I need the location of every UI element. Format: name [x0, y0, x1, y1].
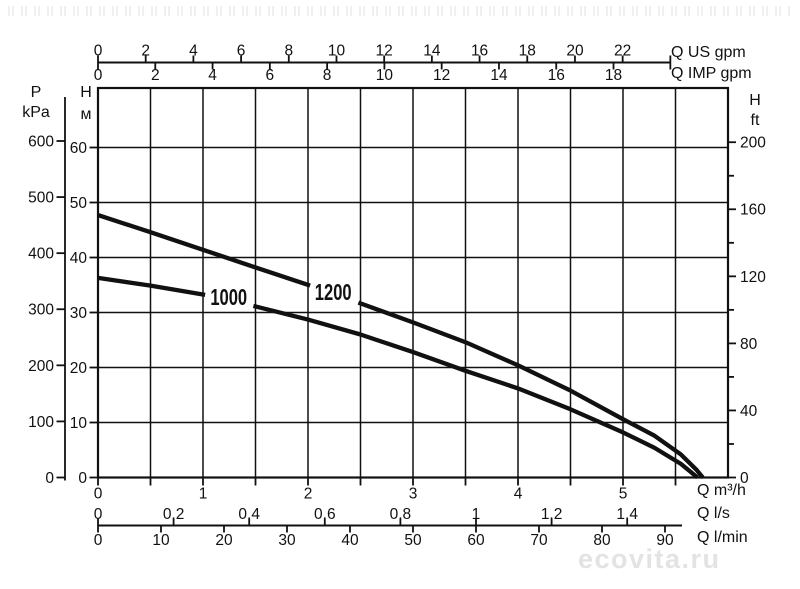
tick-label-kpa: 100	[28, 414, 54, 431]
tick-label-ls: 0,6	[314, 506, 336, 523]
flow-axis-title-ls: Q l/s	[697, 505, 730, 522]
tick-label-us-gpm: 12	[376, 42, 393, 59]
tick-label-ls: 0	[94, 506, 103, 523]
axis-left-kpa: 0 100 200 300 400 500 600	[28, 97, 66, 487]
axis-right-ft: 0 40 80 120 160 200	[728, 135, 766, 487]
tick-label-m: 20	[70, 360, 88, 377]
tick-label-m3h: 0	[94, 485, 103, 502]
tick-label-imp-gpm: 18	[605, 67, 622, 84]
pressure-axis-unit-kpa: kPa	[22, 104, 50, 121]
tick-label-imp-gpm: 16	[548, 67, 565, 84]
tick-label-ls: 0,2	[163, 506, 185, 523]
tick-label-lmin: 90	[656, 532, 674, 549]
tick-label-m: 40	[70, 250, 88, 267]
flow-axis-title-lmin: Q l/min	[697, 529, 748, 546]
tick-label-m: 10	[70, 415, 88, 432]
tick-label-ft: 200	[740, 135, 766, 152]
tick-label-ft: 80	[740, 336, 758, 353]
tick-label-m3h: 1	[199, 485, 208, 502]
tick-label-ls: 1	[472, 506, 481, 523]
tick-label-lmin: 0	[94, 532, 103, 549]
tick-label-ls: 1,4	[616, 506, 638, 523]
curve-path-1000	[252, 303, 699, 480]
tick-label-imp-gpm: 2	[151, 67, 160, 84]
grid	[98, 88, 728, 478]
tick-label-us-gpm: 6	[237, 42, 246, 59]
flow-axis-title-us-gpm: Q US gpm	[671, 44, 746, 61]
tick-label-lmin: 70	[530, 532, 548, 549]
head-axis-unit-feet: ft	[750, 112, 760, 129]
tick-label-imp-gpm: 0	[94, 67, 103, 84]
tick-label-ft: 120	[740, 269, 766, 286]
curve-path-1200	[357, 300, 705, 479]
tick-label-kpa: 200	[28, 358, 54, 375]
tick-label-us-gpm: 4	[189, 42, 198, 59]
axis-bottom-m3h: 0 1 2 3 4 5	[94, 477, 677, 502]
tick-label-us-gpm: 20	[566, 42, 584, 59]
head-axis-unit-meters: м	[80, 106, 92, 123]
tick-label-ft: 0	[740, 470, 749, 487]
tick-label-lmin: 30	[278, 532, 296, 549]
tick-label-lmin: 20	[215, 532, 233, 549]
tick-label-us-gpm: 16	[471, 42, 488, 59]
tick-label-kpa: 500	[28, 190, 54, 207]
site-watermark: ecovita.ru	[578, 544, 721, 574]
tick-label-m: 60	[70, 140, 88, 157]
tick-label-imp-gpm: 6	[266, 67, 275, 84]
tick-label-ls: 0,4	[238, 506, 260, 523]
tick-label-imp-gpm: 4	[208, 67, 217, 84]
tick-label-lmin: 50	[404, 532, 422, 549]
flow-axis-title-imp-gpm: Q IMP gpm	[671, 65, 752, 82]
tick-label-kpa: 600	[28, 133, 54, 150]
axis-bottom-ls-lmin: 0 0,2 0,4 0,6 0,8 1 1,2 1,4 0 10 20 30 40 50 60 70 80 90	[94, 506, 682, 549]
tick-label-kpa: 400	[28, 246, 54, 263]
tick-label-lmin: 40	[341, 532, 359, 549]
tick-label-ft: 40	[740, 403, 758, 420]
curve-label-1200: 1200	[315, 281, 352, 306]
tick-label-us-gpm: 8	[284, 42, 293, 59]
tick-label-kpa: 300	[28, 302, 54, 319]
tick-label-m3h: 4	[514, 485, 523, 502]
tick-label-m: 50	[70, 195, 88, 212]
tick-label-lmin: 80	[593, 532, 611, 549]
axis-top-flow-gpm: 0 2 4 6 8 10 12 14 16 18 20 220 2 4 6 8 10 12 14 16 18	[94, 42, 672, 84]
tick-label-kpa: 0	[45, 470, 54, 487]
head-axis-title-right: H	[749, 92, 761, 109]
faint-watermark-pattern	[8, 6, 792, 16]
tick-label-imp-gpm: 10	[376, 67, 394, 84]
tick-label-m3h: 5	[619, 485, 628, 502]
flow-axis-title-m3h: Q m³/h	[697, 482, 746, 499]
tick-label-m: 30	[70, 305, 88, 322]
tick-label-m: 0	[78, 470, 87, 487]
pressure-axis-title: P	[30, 84, 42, 101]
tick-label-imp-gpm: 12	[433, 67, 450, 84]
tick-label-us-gpm: 0	[94, 42, 103, 59]
curve-1000: 1000	[97, 275, 699, 480]
curve-path-1200	[97, 213, 311, 288]
axis-left-m: 0 10 20 30 40 50 60	[70, 140, 98, 487]
tick-label-imp-gpm: 8	[323, 67, 332, 84]
tick-label-lmin: 60	[467, 532, 485, 549]
tick-label-us-gpm: 18	[519, 42, 536, 59]
tick-label-ft: 160	[740, 202, 766, 219]
tick-label-us-gpm: 2	[141, 42, 150, 59]
tick-label-us-gpm: 14	[423, 42, 441, 59]
tick-label-imp-gpm: 14	[490, 67, 508, 84]
curve-path-1000	[97, 275, 206, 298]
tick-label-us-gpm: 22	[614, 42, 631, 59]
tick-label-m3h: 2	[304, 485, 313, 502]
curve-label-1000: 1000	[210, 286, 247, 311]
head-axis-title-left: H	[80, 84, 92, 101]
tick-label-lmin: 10	[152, 532, 170, 549]
tick-label-us-gpm: 10	[328, 42, 346, 59]
curve-1200: 1200	[97, 213, 705, 479]
tick-label-m3h: 3	[409, 485, 418, 502]
tick-label-ls: 0,8	[390, 506, 412, 523]
tick-label-ls: 1,2	[541, 506, 563, 523]
